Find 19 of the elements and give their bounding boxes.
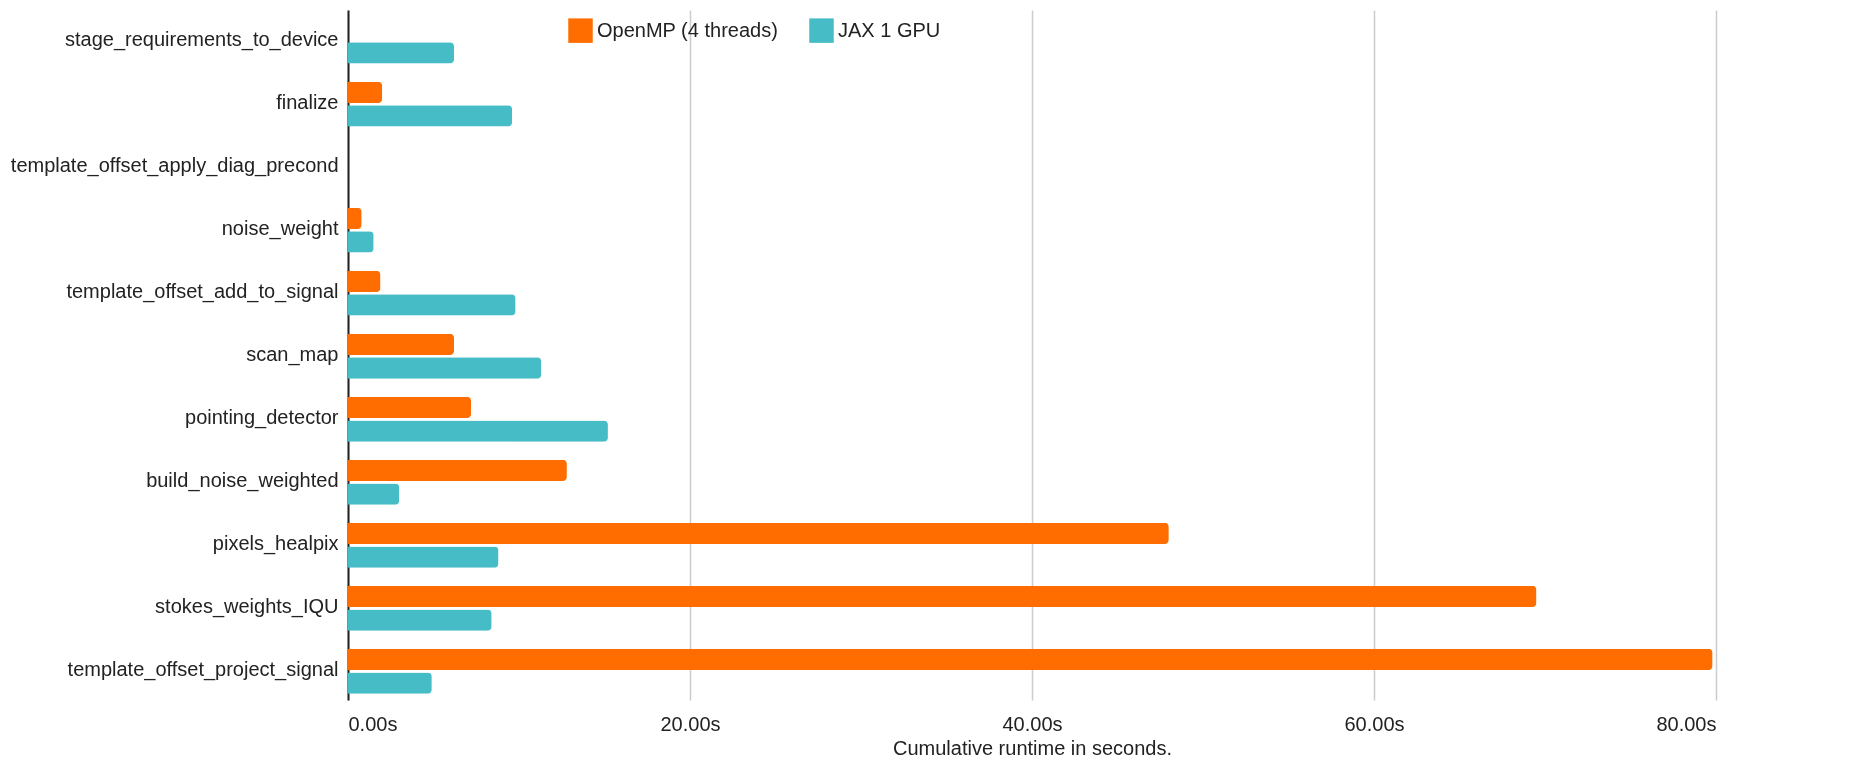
y-tick-label: template_offset_add_to_signal [66, 279, 339, 303]
x-tick-label: 40.00s [1002, 712, 1063, 735]
y-tick-label: finalize [276, 90, 339, 113]
y-tick-label: build_noise_weighted [146, 469, 339, 493]
y-tick-label: scan_map [246, 343, 339, 366]
x-tick-label: 20.00s [660, 712, 721, 735]
y-tick-label: pixels_healpix [212, 532, 339, 556]
y-tick-label: noise_weight [221, 216, 339, 240]
x-axis-title: Cumulative runtime in seconds. [892, 736, 1173, 759]
y-tick-label: template_offset_project_signal [67, 658, 339, 682]
x-tick-label: 80.00s [1656, 712, 1717, 735]
y-tick-label: template_offset_apply_diag_precond [10, 153, 339, 177]
y-tick-label: stage_requirements_to_device [64, 27, 339, 51]
legend-label: JAX 1 GPU [838, 18, 941, 41]
x-tick-label: 0.00s [348, 712, 398, 735]
legend-label: OpenMP (4 threads) [597, 18, 778, 41]
y-tick-label: stokes_weights_IQU [155, 595, 339, 619]
x-tick-label: 60.00s [1344, 712, 1405, 735]
y-tick-label: pointing_detector [185, 406, 339, 430]
